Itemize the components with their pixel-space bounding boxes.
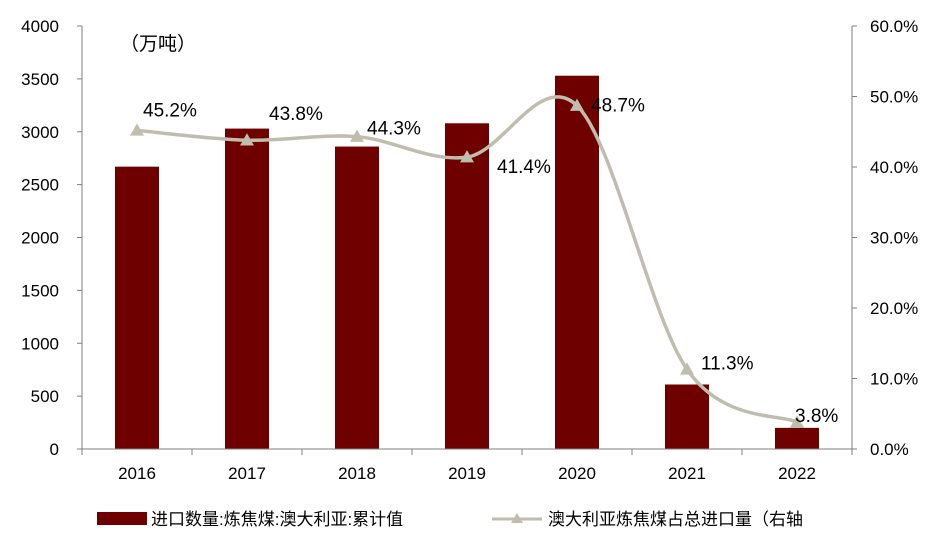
- legend-line-label: 澳大利亚炼焦煤占总进口量（右轴: [548, 510, 803, 529]
- share-marker-2018: [350, 129, 364, 142]
- bar-2018: [335, 146, 379, 449]
- x-tick-label: 2019: [448, 464, 486, 483]
- right-tick-label: 0.0%: [870, 440, 909, 459]
- share-marker-2017: [240, 133, 254, 146]
- legend: 进口数量:炼焦煤:澳大利亚:累计值 澳大利亚炼焦煤占总进口量（右轴: [97, 510, 803, 529]
- share-label-2022: 3.8%: [795, 406, 838, 427]
- right-tick-label: 30.0%: [870, 229, 918, 248]
- x-axis: 2016 2017 2018 2019 2020 2021 2022: [81, 448, 853, 483]
- share-label-2019: 41.4%: [497, 157, 551, 178]
- legend-bar-swatch: [97, 512, 147, 525]
- x-tick-label: 2021: [668, 464, 706, 483]
- x-tick-label: 2017: [228, 464, 266, 483]
- right-tick-label: 60.0%: [870, 17, 918, 36]
- line-series: 45.2% 43.8% 44.3% 41.4% 48.7% 11.3% 3.8%: [130, 95, 838, 428]
- x-tick-label: 2018: [338, 464, 376, 483]
- bar-2021: [665, 384, 709, 449]
- share-marker-2019: [460, 150, 474, 163]
- left-tick-label: 2000: [21, 229, 59, 248]
- share-label-2016: 45.2%: [143, 100, 197, 121]
- bar-2016: [115, 166, 159, 449]
- left-tick-label: 4000: [21, 17, 59, 36]
- right-axis: 0.0% 10.0% 20.0% 30.0% 40.0% 50.0% 60.0%: [851, 17, 918, 459]
- left-tick-label: 0: [50, 440, 59, 459]
- left-tick-label: 3000: [21, 123, 59, 142]
- left-axis: 0 500 1000 1500 2000 2500 3000 3500 4000: [21, 17, 83, 459]
- left-tick-label: 3500: [21, 70, 59, 89]
- share-label-2020: 48.7%: [591, 96, 645, 117]
- x-tick-label: 2022: [778, 464, 816, 483]
- x-tick-label: 2016: [118, 464, 156, 483]
- right-tick-label: 50.0%: [870, 88, 918, 107]
- share-label-2018: 44.3%: [367, 119, 421, 140]
- share-label-2021: 11.3%: [701, 353, 754, 374]
- right-tick-label: 10.0%: [870, 370, 918, 389]
- bar-2022: [775, 427, 819, 449]
- bar-2019: [445, 123, 489, 449]
- right-tick-label: 40.0%: [870, 158, 918, 177]
- left-tick-label: 1500: [21, 281, 59, 300]
- legend-bar-label: 进口数量:炼焦煤:澳大利亚:累计值: [151, 510, 403, 529]
- left-tick-label: 1000: [21, 334, 59, 353]
- bar-2017: [225, 128, 269, 449]
- share-marker-2021: [680, 362, 694, 375]
- share-marker-2022: [790, 415, 804, 428]
- share-label-2017: 43.8%: [269, 104, 323, 125]
- bar-2020: [555, 75, 599, 449]
- share-marker-2016: [130, 123, 144, 136]
- legend-line-marker: [511, 513, 523, 523]
- left-tick-label: 500: [31, 387, 59, 406]
- x-tick-label: 2020: [558, 464, 596, 483]
- share-marker-2020: [570, 98, 584, 111]
- left-tick-label: 2500: [21, 176, 59, 195]
- unit-label: （万吨）: [120, 33, 196, 55]
- bar-series: [115, 75, 819, 449]
- right-tick-label: 20.0%: [870, 299, 918, 318]
